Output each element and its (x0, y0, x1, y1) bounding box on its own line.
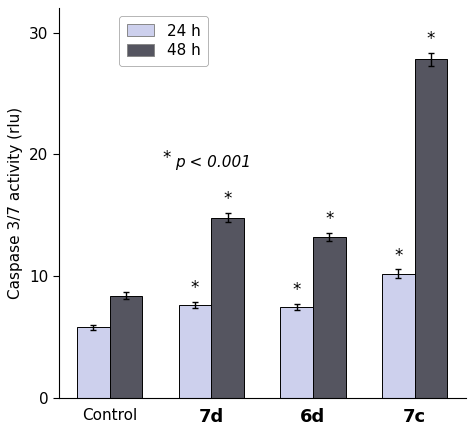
Bar (211, 218, 244, 398)
Legend: 24 h, 48 h: 24 h, 48 h (119, 16, 208, 66)
Text: *: * (163, 149, 171, 168)
Bar (109, 296, 142, 398)
Text: *: * (191, 279, 199, 297)
Bar (281, 307, 313, 398)
Bar (77, 327, 109, 398)
Bar (313, 237, 346, 398)
Text: *: * (394, 247, 402, 265)
Y-axis label: Caspase 3/7 activity (rlu): Caspase 3/7 activity (rlu) (9, 107, 23, 299)
Bar (179, 306, 211, 398)
Text: *: * (427, 30, 435, 48)
Text: *: * (223, 190, 232, 208)
Text: *: * (292, 281, 301, 299)
Bar (382, 274, 415, 398)
Text: p < 0.001: p < 0.001 (175, 155, 251, 170)
Bar (415, 59, 447, 398)
Text: *: * (325, 210, 333, 228)
